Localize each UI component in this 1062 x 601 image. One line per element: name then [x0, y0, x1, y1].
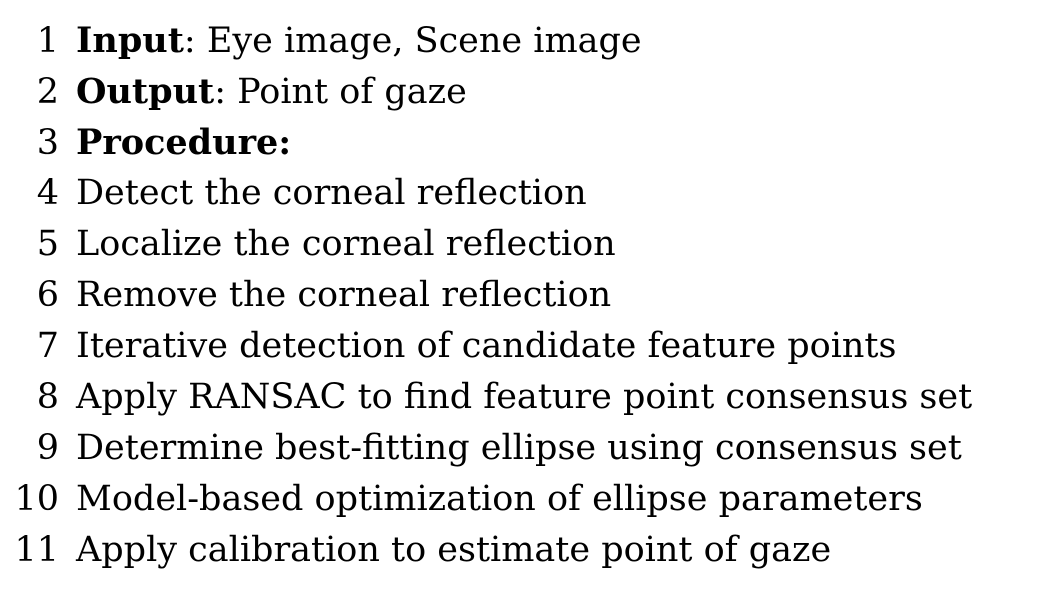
step-text: Apply RANSAC to find feature point conse… — [76, 377, 973, 417]
output-description: : Point of gaze — [214, 72, 467, 112]
line-number: 2 — [36, 72, 59, 112]
algorithm-step: 5 Localize the corneal reflection — [0, 219, 1062, 270]
algorithm-listing: 1 Input: Eye image, Scene image 2 Output… — [0, 15, 1062, 576]
step-text: Model-based optimization of ellipse para… — [76, 479, 923, 519]
keyword-output: Output — [76, 71, 215, 112]
line-number: 3 — [36, 123, 59, 163]
algorithm-step: 4 Detect the corneal reflection — [0, 168, 1062, 219]
line-number: 8 — [36, 377, 59, 417]
line-number: 4 — [36, 173, 59, 213]
algorithm-step: 9 Determine best-fitting ellipse using c… — [0, 423, 1062, 474]
line-text: Output: Point of gaze — [76, 66, 1062, 118]
algorithm-line-procedure: 3 Procedure: — [0, 117, 1062, 168]
keyword-procedure: Procedure: — [76, 122, 292, 163]
step-text: Iterative detection of candidate feature… — [76, 326, 897, 366]
step-text: Determine best-fitting ellipse using con… — [76, 428, 962, 468]
line-text: Procedure: — [76, 117, 1062, 169]
algorithm-step: 11 Apply calibration to estimate point o… — [0, 525, 1062, 576]
step-text: Apply calibration to estimate point of g… — [76, 530, 832, 570]
input-description: : Eye image, Scene image — [183, 21, 642, 61]
line-number: 7 — [36, 326, 59, 366]
line-text: Input: Eye image, Scene image — [76, 15, 1062, 67]
step-text: Localize the corneal reflection — [76, 224, 616, 264]
algorithm-step: 8 Apply RANSAC to find feature point con… — [0, 372, 1062, 423]
line-number: 9 — [36, 428, 59, 468]
algorithm-line-input: 1 Input: Eye image, Scene image — [0, 15, 1062, 66]
line-number: 6 — [36, 275, 59, 315]
line-number: 1 — [36, 21, 59, 61]
algorithm-step: 10 Model-based optimization of ellipse p… — [0, 474, 1062, 525]
keyword-input: Input — [76, 20, 184, 61]
step-text: Remove the corneal reflection — [76, 275, 612, 315]
line-number: 10 — [14, 479, 59, 519]
algorithm-step: 7 Iterative detection of candidate featu… — [0, 321, 1062, 372]
algorithm-line-output: 2 Output: Point of gaze — [0, 66, 1062, 117]
line-number: 11 — [14, 530, 59, 570]
algorithm-step: 6 Remove the corneal reflection — [0, 270, 1062, 321]
line-number: 5 — [36, 224, 59, 264]
step-text: Detect the corneal reflection — [76, 173, 587, 213]
